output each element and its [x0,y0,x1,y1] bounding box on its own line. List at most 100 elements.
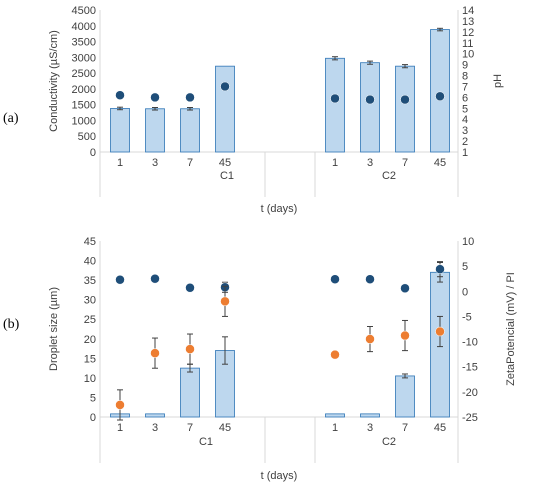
panel-b-y2-axis-label: ZetaPotencial (mV) / PI [505,272,517,386]
panel-a-bar [180,108,200,153]
panel-b-category-label: 1 [117,422,123,434]
panel-a-y-tick-label: 2000 [72,84,96,96]
panel-a-bar-error-bar [367,60,373,65]
panel-a-y2-tick-label: 14 [462,5,474,17]
panel-b-y2-tick-label: -20 [462,387,478,399]
panel-a-y2-tick-label: 6 [462,92,468,104]
panel-b-series3-point [185,344,195,354]
panel-b-group-label: C1 [199,436,213,448]
panel-a-category-label: 7 [187,157,193,169]
panel-b-series3-point [115,400,125,410]
panel-b-category-label: 45 [219,422,231,434]
panel-b-category-label: 3 [152,422,158,434]
panel-a-x-axis-label: t (days) [261,203,298,215]
panel-b-category-label: 3 [367,422,373,434]
panel-a-y2-tick-label: 2 [462,136,468,148]
panel-b-bar [395,375,415,418]
panel-b-y-tick-label: 45 [84,236,96,248]
panel-a-bar-error-bar [187,107,193,111]
panel-a-y2-tick-label: 12 [462,27,474,39]
panel-b-group-label: C2 [382,436,396,448]
panel-a-series2-point [400,94,410,105]
panel-a-y2-tick-label: 7 [462,81,468,93]
panel-b-bar-error-bar [402,373,408,379]
panel-a-y2-tick-label: 1 [462,147,468,159]
panel-b-bar-error-bar [222,336,228,365]
panel-b-panel-label: (b) [3,317,20,332]
panel-a-category-label: 7 [402,157,408,169]
panel-b-bar [325,413,345,418]
panel-a-category-label: 45 [434,157,446,169]
panel-a-category-label: 3 [367,157,373,169]
panel-b-y-tick-label: 25 [84,314,96,326]
panel-b-category-label: 7 [187,422,193,434]
panel-b-category-label: 45 [434,422,446,434]
panel-b-series2-point [185,283,195,293]
panel-b-x-axis-label: t (days) [261,470,298,482]
panel-b-series3-point [400,330,410,341]
panel-a-series2-point [435,91,445,102]
panel-b-series2-point [115,274,125,285]
panel-a-y2-tick-label: 8 [462,71,468,83]
panel-b-y2-tick-label: 0 [462,286,468,298]
panel-a-y-tick-label: 1000 [72,115,96,127]
panel-a-y2-tick-label: 5 [462,103,468,115]
panel-a-bar [110,108,130,153]
panel-a-y2-tick-label: 3 [462,125,468,137]
panel-b-bar [180,367,200,418]
panel-a-bar [430,29,450,153]
panel-a-series2-point [115,90,125,100]
panel-a-y2-tick-label: 4 [462,114,468,126]
panel-b-y-tick-label: 20 [84,334,96,346]
panel-b-y2-tick-label: -15 [462,362,478,374]
panel-a-category-label: 45 [219,157,231,169]
panel-b-category-label: 1 [332,422,338,434]
panel-a-category-label: 3 [152,157,158,169]
panel-a-group-label: C2 [382,170,396,182]
panel-b-series3-point [330,349,340,360]
panel-b-series2-point [365,274,375,284]
panel-a-y-tick-label: 500 [78,131,96,143]
panel-b-series3-point [435,326,445,337]
panel-a-bar [360,62,380,153]
panel-a-bar [325,57,345,153]
panel-b-y-tick-label: 30 [84,295,96,307]
panel-a-bar-error-bar [402,64,408,69]
panel-a-group-label: C1 [220,170,234,182]
panel-b-y-tick-label: 40 [84,256,96,268]
panel-b-y-tick-label: 10 [84,373,96,385]
panel-a-series2-point [150,92,160,103]
panel-a-y-tick-label: 4000 [72,21,96,33]
panel-a-bar-error-bar [332,56,338,61]
panel-b-bar [145,413,165,418]
panel-a-bar-error-bar [152,107,158,111]
panel-a-y2-axis-label: pH [492,74,504,88]
panel-a-series2-point [185,92,195,103]
panel-a-y-tick-label: 4500 [72,5,96,17]
panel-b-series3-point [220,296,230,307]
panel-a-y-tick-label: 2500 [72,68,96,80]
panel-b-series2-point [330,274,340,284]
panel-a-bar-error-bar [117,106,123,111]
panel-b-y-tick-label: 5 [90,392,96,404]
panel-a-bar [145,108,165,153]
panel-a-bar [215,65,235,153]
panel-b-y2-tick-label: 10 [462,236,474,248]
panel-b-series2-point [150,273,160,284]
panel-a-y-tick-label: 3500 [72,37,96,49]
panel-b-category-label: 7 [402,422,408,434]
panel-a-y2-tick-label: 13 [462,16,474,28]
panel-a-y-tick-label: 0 [90,147,96,159]
panel-a-series2-point [330,93,340,104]
panel-a-panel-label: (a) [3,111,19,126]
panel-b-bar [360,413,380,418]
panel-b-y2-tick-label: -5 [462,311,472,323]
panel-b-series3-point [150,348,160,358]
panel-b-series2-point [435,264,445,274]
panel-b-y-axis-label: Droplet size (µm) [48,287,60,371]
panel-a-series2-point [220,81,230,92]
panel-a-category-label: 1 [332,157,338,169]
panel-b-series2-point [400,283,410,294]
panel-a-y-tick-label: 3000 [72,52,96,64]
